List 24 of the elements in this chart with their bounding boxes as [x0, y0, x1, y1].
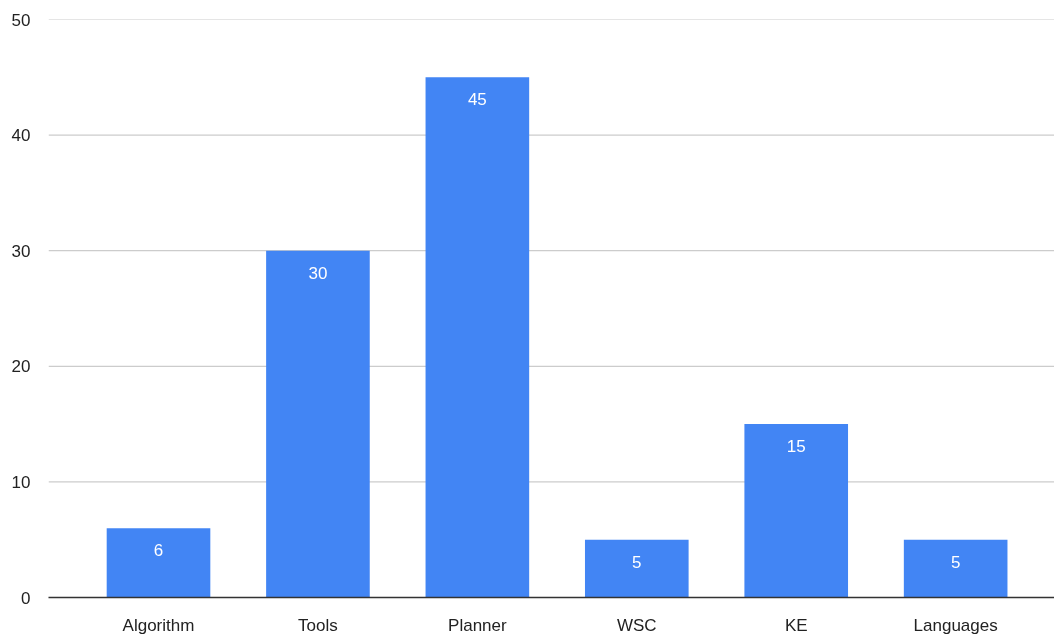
bar [903, 539, 1008, 598]
x-tick-label: KE [784, 615, 808, 635]
x-tick-label: Languages [913, 615, 998, 635]
x-tick-label: Tools [298, 615, 338, 635]
y-tick-label: 10 [11, 472, 31, 492]
data-label: 6 [153, 541, 164, 561]
x-tick-label: Planner [448, 615, 507, 635]
y-tick-label: 20 [11, 357, 31, 377]
bar [584, 539, 689, 598]
bar [266, 250, 370, 598]
y-tick-label: 30 [11, 241, 31, 261]
bar [425, 77, 530, 598]
bar [106, 528, 211, 598]
y-tick-label: 50 [11, 10, 31, 30]
data-label: 5 [950, 552, 961, 572]
data-label: 30 [308, 263, 328, 283]
x-tick-label: WSC [616, 615, 657, 635]
y-tick-label: 40 [11, 126, 31, 146]
y-tick-label: 0 [21, 588, 31, 608]
bar [744, 424, 849, 598]
data-label: 15 [786, 437, 806, 457]
x-tick-label: Algorithm [122, 615, 195, 635]
data-label: 45 [467, 90, 487, 110]
data-label: 5 [632, 552, 642, 572]
